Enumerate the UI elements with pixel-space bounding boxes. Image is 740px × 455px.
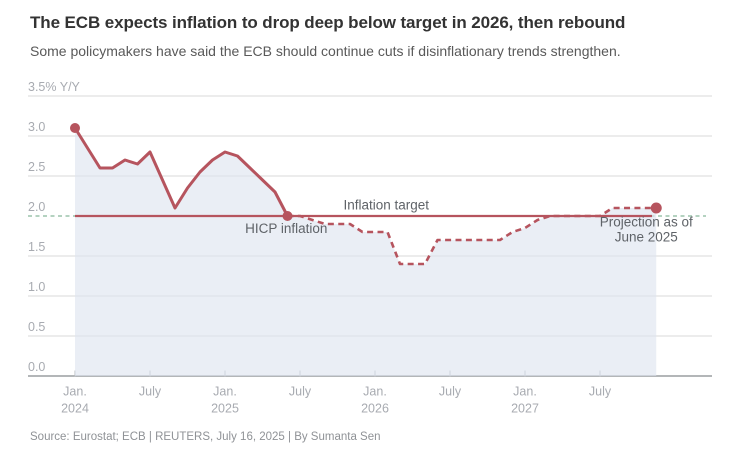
annotation-projection: June 2025 <box>615 229 678 244</box>
y-tick-label: 0.0 <box>28 360 45 374</box>
hicp-end-dot <box>282 211 293 221</box>
chart-title: The ECB expects inflation to drop deep b… <box>30 13 626 32</box>
y-tick-label: 1.5 <box>28 240 45 254</box>
x-tick-label: July <box>139 385 162 399</box>
annotation-projection: Projection as of <box>600 214 693 229</box>
y-tick-label: 0.5 <box>28 320 45 334</box>
x-tick-label: Jan. <box>213 385 237 399</box>
x-tick-label: 2025 <box>211 402 239 416</box>
area-fill <box>75 128 657 376</box>
annotation-inflation-target: Inflation target <box>343 198 429 213</box>
y-tick-label: 1.0 <box>28 280 45 294</box>
x-tick-label: 2024 <box>61 402 89 416</box>
y-tick-label: 3.5% Y/Y <box>28 80 81 94</box>
y-tick-label: 2.5 <box>28 160 45 174</box>
y-tick-label: 3.0 <box>28 120 45 134</box>
hicp-start-dot <box>70 123 80 133</box>
annotation-hicp-inflation: HICP inflation <box>245 221 327 236</box>
x-tick-label: Jan. <box>513 385 537 399</box>
x-tick-label: July <box>589 385 612 399</box>
projection-line <box>287 206 657 266</box>
hicp-line <box>73 126 289 218</box>
source-line: Source: Eurostat; ECB | REUTERS, July 16… <box>30 431 381 443</box>
x-tick-label: 2026 <box>361 402 389 416</box>
x-tick-label: July <box>439 385 462 399</box>
chart-subtitle: Some policymakers have said the ECB shou… <box>30 43 621 59</box>
projection-end-dot <box>650 202 662 214</box>
y-tick-label: 2.0 <box>28 200 45 214</box>
x-tick-label: July <box>289 385 312 399</box>
x-tick-label: Jan. <box>63 385 87 399</box>
x-tick-label: 2027 <box>511 402 539 416</box>
x-tick-label: Jan. <box>363 385 387 399</box>
